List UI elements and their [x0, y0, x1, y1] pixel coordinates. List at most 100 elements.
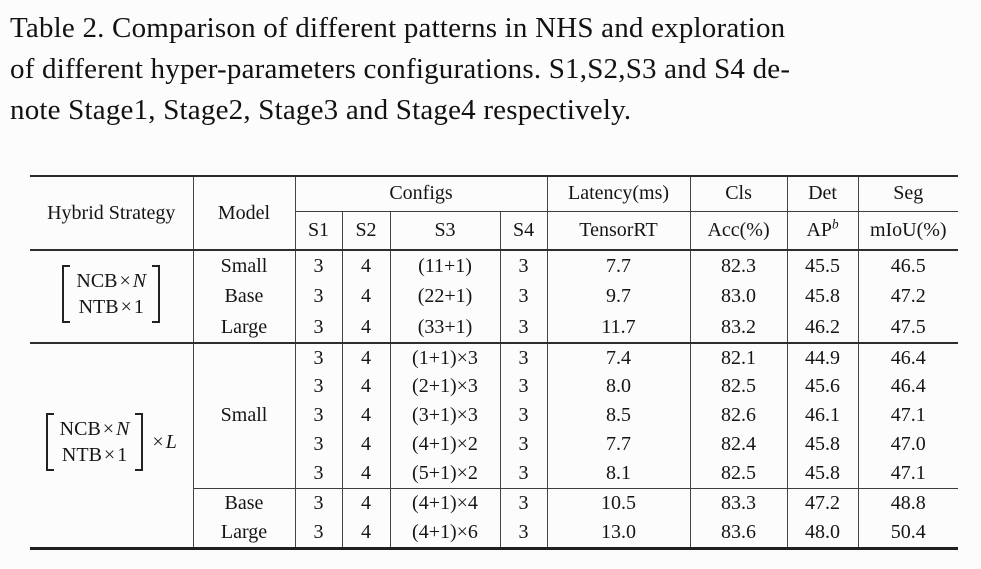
s3-cell: (5+1)×2	[389, 459, 500, 488]
s1-cell: 3	[294, 250, 342, 281]
acc-cell: 82.4	[689, 430, 788, 459]
col-header-s3: S3	[389, 211, 500, 251]
s4-cell: 3	[499, 430, 548, 459]
model-cell: Small	[192, 250, 295, 281]
table-row: Base 3 4 (22+1) 3 9.7 83.0 45.8 47.2	[30, 281, 959, 312]
table-caption: Table 2. Comparison of different pattern…	[0, 0, 981, 131]
acc-cell: 83.3	[689, 487, 788, 518]
ap-cell: 46.2	[786, 312, 859, 344]
caption-line-1: Table 2. Comparison of different pattern…	[10, 12, 786, 44]
s3-cell: (33+1)	[389, 312, 500, 344]
s1-cell: 3	[294, 487, 342, 518]
latency-cell: 8.5	[546, 401, 691, 430]
model-cell: Base	[192, 281, 295, 312]
col-header-model: Model	[192, 176, 295, 251]
s2-cell: 4	[341, 430, 390, 459]
miou-cell: 47.5	[857, 312, 959, 344]
col-header-configs: Configs	[294, 176, 548, 212]
acc-cell: 82.6	[689, 401, 788, 430]
s3-cell: (11+1)	[389, 250, 500, 281]
col-header-ap: APb	[786, 211, 859, 251]
s2-cell: 4	[341, 459, 390, 488]
hybrid-strategy-cell-2: NCB × N NTB × 1 × L	[30, 343, 193, 548]
table-row: 3 4 (2+1)×3 3 8.0 82.5 45.6 46.4	[30, 372, 959, 401]
miou-cell: 46.5	[857, 250, 959, 281]
col-header-tensorrt: TensorRT	[546, 211, 691, 251]
s1-cell: 3	[294, 518, 342, 548]
right-bracket	[152, 264, 161, 323]
left-bracket	[45, 413, 54, 472]
s4-cell: 3	[499, 281, 548, 312]
s4-cell: 3	[499, 459, 548, 488]
ap-cell: 48.0	[786, 518, 859, 548]
acc-cell: 82.5	[689, 372, 788, 401]
miou-cell: 48.8	[857, 487, 959, 518]
strategy-row-ncb: NCB × N	[76, 269, 147, 292]
miou-cell: 50.4	[857, 518, 959, 548]
latency-cell: 7.4	[546, 343, 691, 372]
miou-cell: 46.4	[857, 343, 959, 372]
ap-superscript: b	[832, 216, 839, 232]
table-row: Large 3 4 (33+1) 3 11.7 83.2 46.2 47.5	[30, 312, 959, 344]
latency-cell: 10.5	[546, 487, 691, 518]
s1-cell: 3	[294, 312, 342, 344]
col-header-latency: Latency(ms)	[546, 176, 691, 212]
s1-cell: 3	[294, 401, 342, 430]
s2-cell: 4	[341, 281, 390, 312]
latency-cell: 13.0	[546, 518, 691, 548]
ap-cell: 44.9	[786, 343, 859, 372]
acc-cell: 82.5	[689, 459, 788, 488]
model-cell: Small	[192, 343, 295, 488]
s4-cell: 3	[499, 372, 548, 401]
latency-cell: 8.0	[546, 372, 691, 401]
col-header-miou: mIoU(%)	[857, 211, 959, 251]
s3-cell: (4+1)×2	[389, 430, 500, 459]
col-header-seg: Seg	[857, 176, 959, 212]
acc-cell: 83.6	[689, 518, 788, 548]
s1-cell: 3	[294, 343, 342, 372]
acc-cell: 82.1	[689, 343, 788, 372]
s3-cell: (2+1)×3	[389, 372, 500, 401]
col-header-s4: S4	[499, 211, 548, 251]
s4-cell: 3	[499, 312, 548, 344]
table-row: 3 4 (3+1)×3 3 8.5 82.6 46.1 47.1	[30, 401, 959, 430]
latency-cell: 7.7	[546, 430, 691, 459]
right-bracket	[135, 413, 144, 472]
ap-cell: 45.6	[786, 372, 859, 401]
ap-cell: 45.8	[786, 281, 859, 312]
table-row-highlighted: Large 3 4 (4+1)×6 3 13.0 83.6 48.0 50.4	[30, 518, 959, 548]
strategy-row-ntb: NTB × 1	[61, 444, 128, 467]
s1-cell: 3	[294, 430, 342, 459]
s2-cell: 4	[341, 250, 390, 281]
table-row: NCB × N NTB × 1 Small 3 4 (11+1) 3 7.7 82.3 …	[30, 250, 959, 344]
miou-cell: 47.2	[857, 281, 959, 312]
s4-cell: 3	[499, 401, 548, 430]
s1-cell: 3	[294, 372, 342, 401]
s1-cell: 3	[294, 281, 342, 312]
s3-cell: (22+1)	[389, 281, 500, 312]
table-row-highlighted: Base 3 4 (4+1)×4 3 10.5 83.3 47.2 48.8	[30, 487, 959, 518]
s4-cell: 3	[499, 487, 548, 518]
s3-cell: (3+1)×3	[389, 401, 500, 430]
latency-cell: 9.7	[546, 281, 691, 312]
hybrid-strategy-cell-1: NCB × N NTB × 1	[30, 250, 193, 344]
model-cell: Large	[192, 518, 295, 548]
s2-cell: 4	[341, 401, 390, 430]
s3-cell: (4+1)×4	[389, 487, 500, 518]
col-header-acc: Acc(%)	[689, 211, 788, 251]
results-table: Hybrid Strategy Model Configs Latency(ms…	[30, 175, 959, 550]
col-header-s1: S1	[294, 211, 342, 251]
left-bracket	[62, 264, 71, 323]
ap-cell: 45.5	[786, 250, 859, 281]
ap-cell: 46.1	[786, 401, 859, 430]
table-row: 3 4 (5+1)×2 3 8.1 82.5 45.8 47.1	[30, 459, 959, 488]
s2-cell: 4	[341, 372, 390, 401]
latency-cell: 11.7	[546, 312, 691, 344]
s2-cell: 4	[341, 312, 390, 344]
s4-cell: 3	[499, 343, 548, 372]
col-header-det: Det	[786, 176, 859, 212]
s2-cell: 4	[341, 518, 390, 548]
acc-cell: 83.2	[689, 312, 788, 344]
s4-cell: 3	[499, 518, 548, 548]
